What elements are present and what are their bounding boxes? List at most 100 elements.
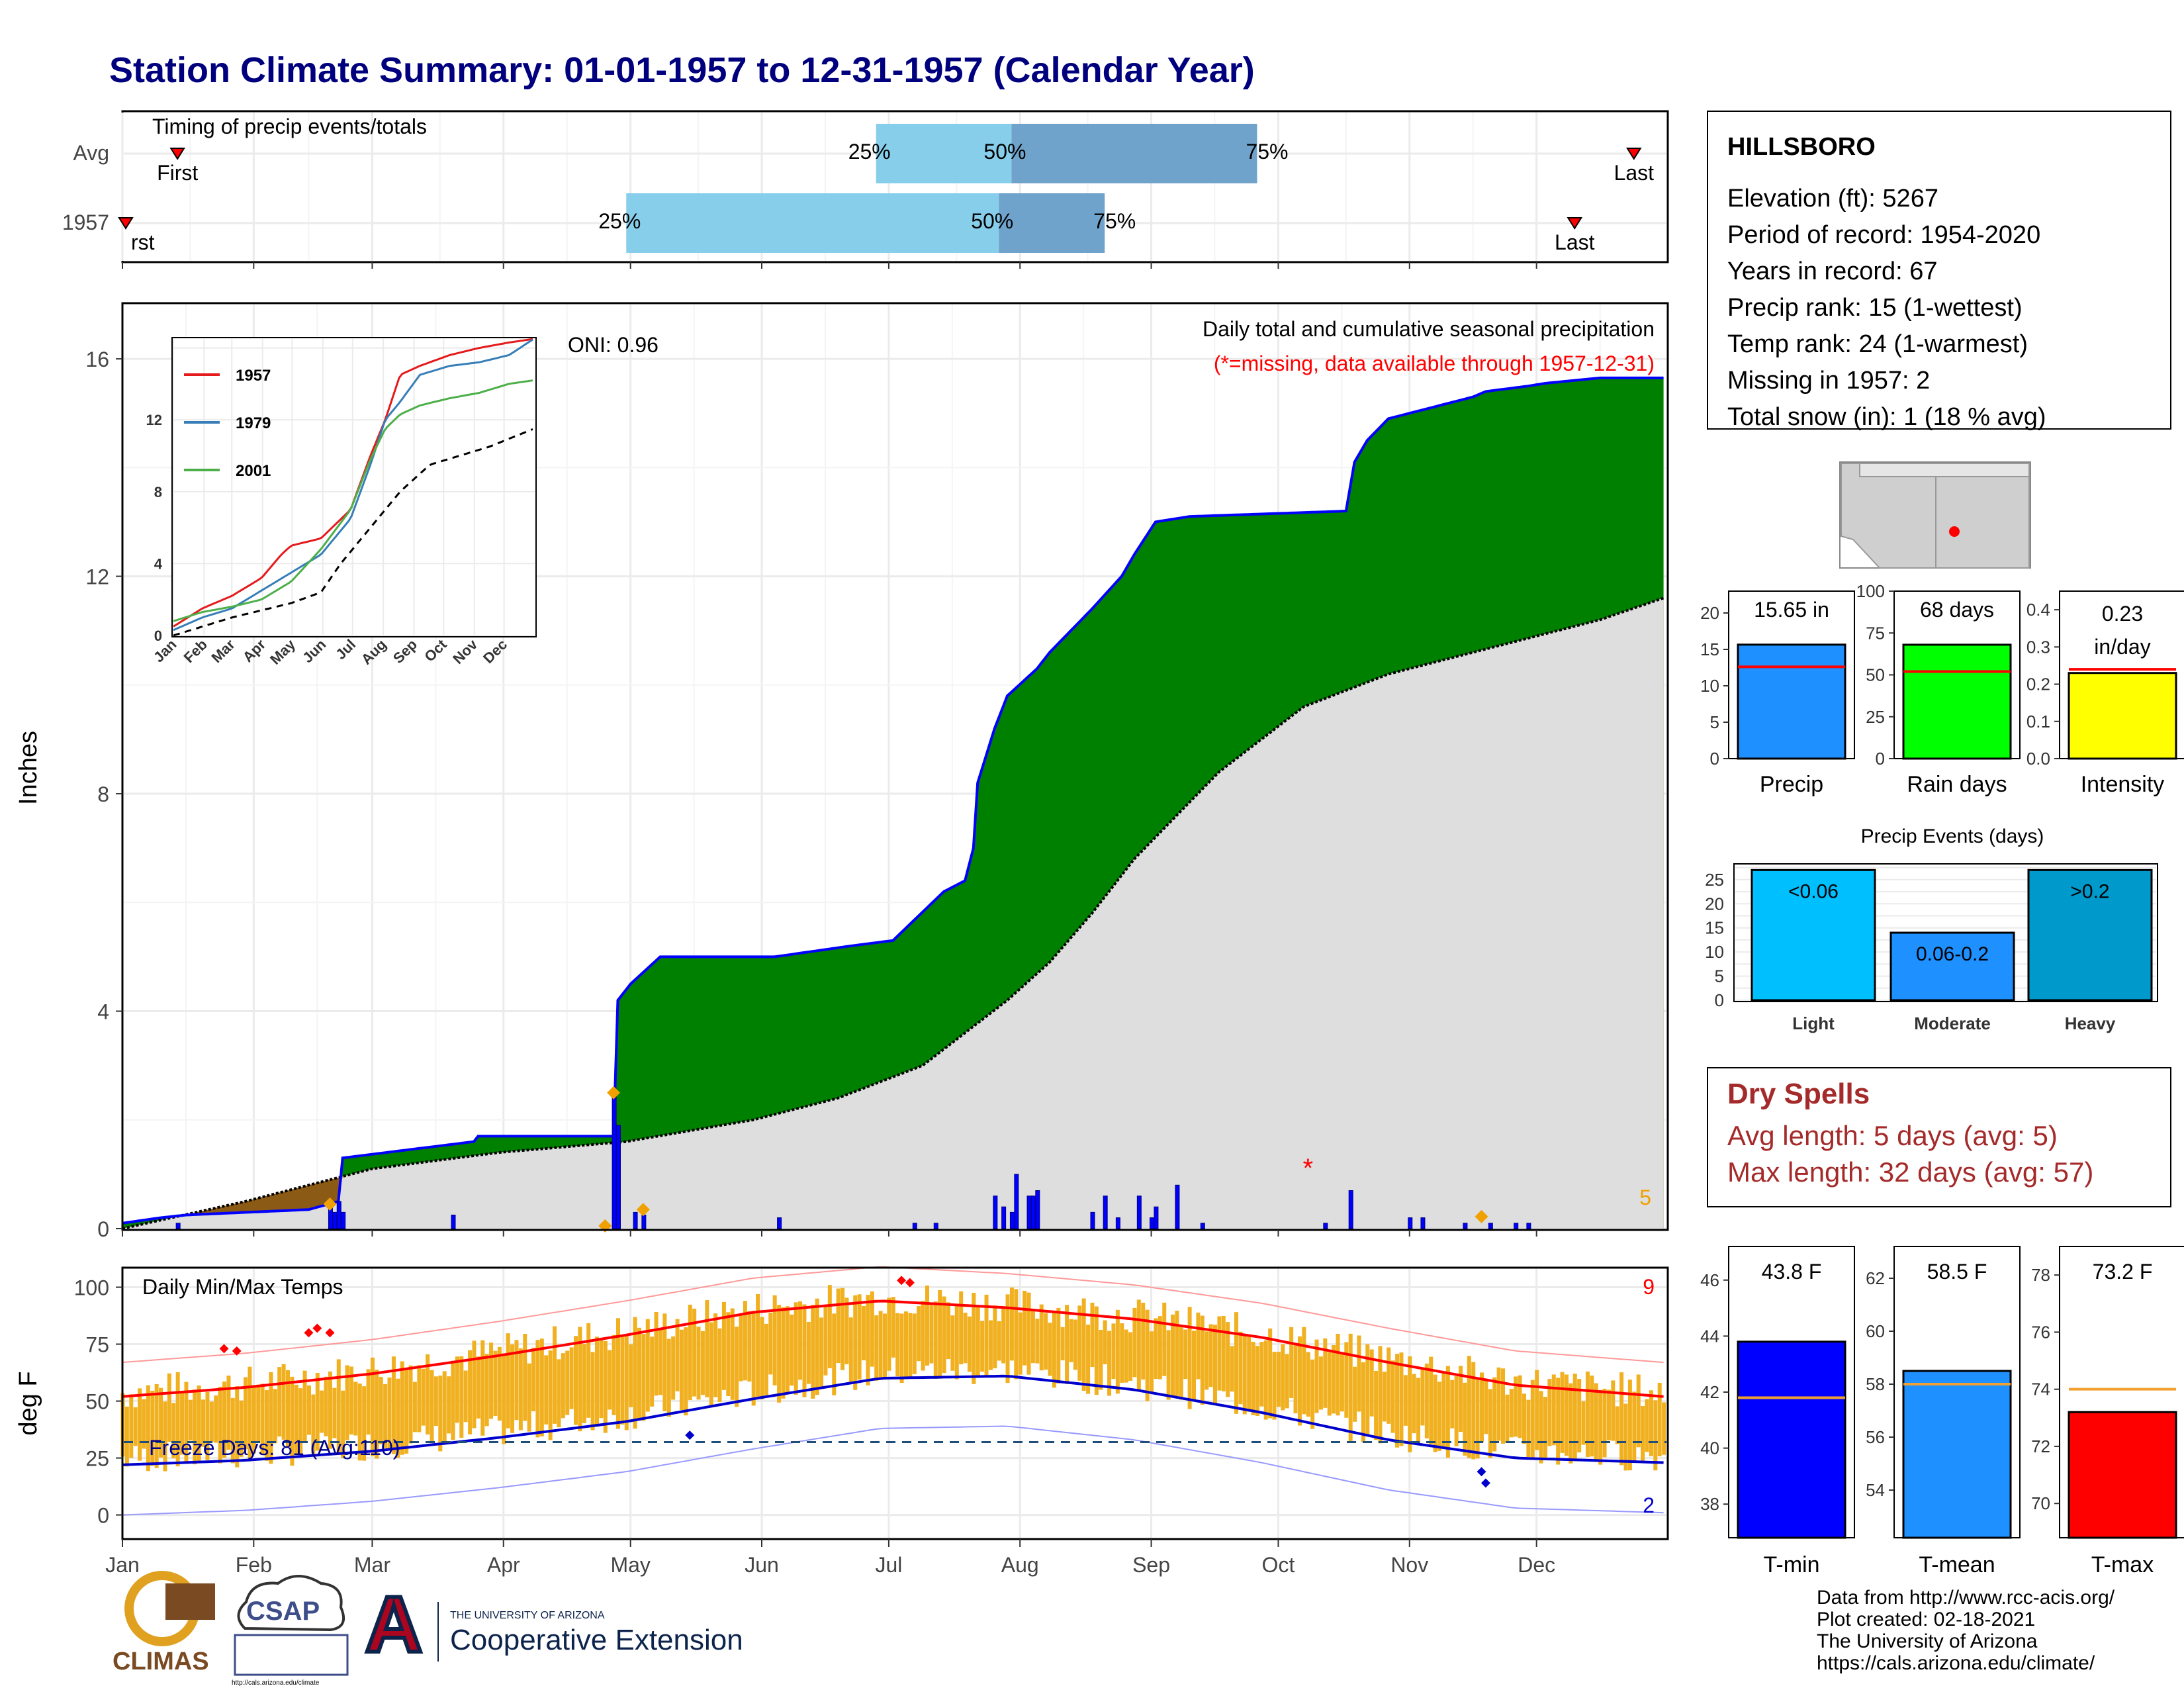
temp-day-bar [1005,1294,1010,1383]
station-period: Period of record: 1954-2020 [1727,221,2040,249]
temp-day-bar [1035,1319,1040,1364]
temp-day-bar [1441,1372,1446,1449]
temp-day-bar [1450,1380,1455,1429]
mini-y-tick-label: 42 [1700,1382,1719,1402]
month-label: Aug [1001,1553,1039,1577]
temp-day-bar [1179,1326,1183,1400]
temp-day-bar [1336,1334,1340,1416]
temp-day-bar [1340,1353,1344,1412]
mini-y-tick-label: 58 [1866,1374,1885,1394]
timing-label-50: 50% [983,140,1026,164]
temp-day-bar [984,1294,989,1376]
temp-day-bar [417,1365,422,1432]
temp-day-bar [476,1356,480,1419]
cumulative-1957-line [122,376,1664,1225]
daily-precip-bar [1514,1223,1519,1229]
temp-day-bar [273,1389,277,1444]
events-category-label: Light [1792,1013,1835,1033]
temp-day-bar [1454,1376,1459,1446]
temp-day-bar [1238,1331,1243,1405]
mini-y-tick-label: 100 [1856,581,1885,601]
mini-bar [1737,643,1846,760]
temp-day-bar [848,1317,853,1383]
temp-day-bar [1526,1399,1531,1458]
timing-label-75: 75% [1246,140,1288,164]
temp-day-bar [1314,1339,1319,1413]
precip-events-chart: Precip Events (days) 0 5 10 15 20 25 <0.06 Ligh… [1705,825,2158,1033]
temp-day-bar [574,1336,578,1425]
events-y-tick-label: 25 [1705,870,1724,890]
events-y-tick-label: 15 [1705,918,1724,938]
mini-y-tick-label: 46 [1700,1270,1719,1290]
mini-value-label: 43.8 F [1762,1260,1822,1284]
temp-day-bar [1547,1379,1552,1446]
temp-day-bar [129,1394,134,1458]
daily-precip-bar [1463,1223,1468,1229]
temp-day-bar [1463,1382,1467,1456]
temp-day-bar [523,1333,527,1421]
temp-day-bar [1030,1310,1035,1364]
temp-day-bar [1627,1380,1632,1471]
temp-day-bar [1230,1346,1234,1392]
mini-category-label: T-min [1764,1552,1820,1577]
precip-y-tick-label: 4 [97,1000,109,1024]
temp-day-bar [1560,1372,1565,1453]
map-north-shape [1859,463,2030,477]
inset-y-tick-label: 0 [154,628,162,644]
temp-day-bar [603,1340,608,1433]
temp-day-bar [1424,1363,1429,1438]
temp-day-bar [599,1338,604,1419]
footer-credits: Data from http://www.rcc-acis.org/ Plot … [1817,1587,2115,1674]
temp-day-bar [171,1403,176,1459]
temp-day-bar [1009,1287,1014,1361]
temp-day-bar [357,1383,362,1461]
temp-day-bar [760,1317,764,1399]
timing-label-25: 25% [848,140,891,164]
temp-day-bar [1132,1307,1137,1378]
temp-day-bar [1399,1352,1404,1446]
temp-day-bar [497,1346,502,1421]
temp-day-bar [1090,1302,1095,1368]
temp-day-bar [1150,1331,1154,1392]
temp-day-bar [557,1359,561,1428]
events-bar-light [1751,868,1876,1002]
timing-first-label: rst [131,230,155,254]
temp-day-bar [387,1377,392,1450]
daily-precip-bar [1001,1206,1007,1229]
temp-day-bar [1281,1344,1285,1411]
inset-lines [173,338,533,637]
temp-day-bar [230,1397,235,1464]
mini-bar [1737,1340,1846,1539]
temp-day-bar [747,1311,752,1382]
temp-day-bar [1073,1319,1077,1370]
inset-legend-label: 1979 [236,414,271,432]
temp-day-bar [713,1313,718,1397]
temp-day-bar [903,1311,908,1378]
snow-day-marker [1475,1209,1488,1223]
events-category-label: Moderate [1914,1013,1991,1033]
temp-day-bar [620,1335,625,1425]
temp-day-bar [1615,1406,1619,1444]
daily-precip-bar [777,1217,782,1229]
temp-day-bar [1509,1389,1514,1438]
temp-day-bar [1390,1360,1395,1433]
temp-day-bar [641,1334,646,1421]
temp-day-bar [666,1338,671,1417]
temp-day-bar [866,1295,870,1385]
temp-day-bar [997,1321,1001,1361]
ua-letter: A [365,1580,423,1669]
station-elevation: Elevation (ft): 5267 [1727,185,1938,212]
station-snow: Total snow (in): 1 (18 % avg) [1727,403,2046,431]
daily-precip-bar [615,1125,621,1229]
temp-day-bar [480,1340,485,1436]
month-label: Nov [1390,1553,1428,1577]
snow-count: 5 [1639,1186,1651,1209]
temp-day-bar [594,1336,599,1427]
temp-day-bar [862,1306,866,1361]
temp-day-bar [1103,1320,1107,1364]
temp-day-bar [819,1317,824,1388]
inset-y-tick-label: 4 [154,555,163,572]
temp-day-bar [285,1370,290,1447]
temp-day-bar [412,1382,417,1432]
temp-day-bar [1623,1403,1628,1471]
